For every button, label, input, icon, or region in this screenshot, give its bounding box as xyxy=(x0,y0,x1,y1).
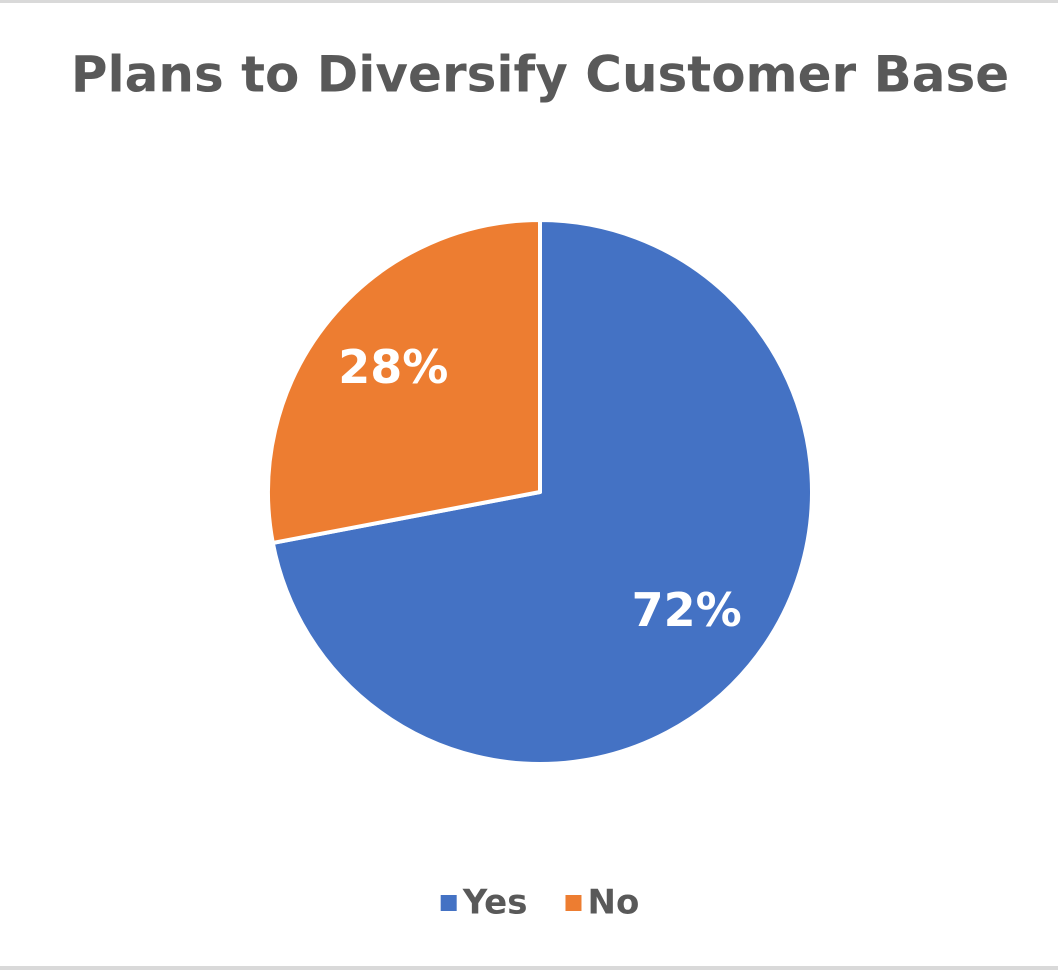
pie-slice xyxy=(266,218,542,545)
legend-swatch xyxy=(440,895,457,911)
legend-label: No xyxy=(587,883,639,923)
data-label: 72% xyxy=(632,583,742,637)
chart-title: Plans to Diversify Customer Base xyxy=(71,46,1009,104)
pie-slice xyxy=(270,218,814,766)
legend-label: Yes xyxy=(462,883,528,923)
legend-swatch xyxy=(565,895,582,911)
data-label: 28% xyxy=(338,340,448,394)
